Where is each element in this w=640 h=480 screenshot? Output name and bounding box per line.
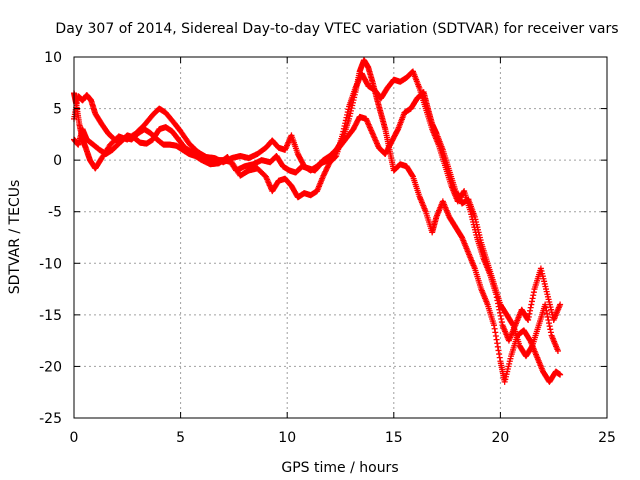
x-tick-label: 5 xyxy=(176,430,185,446)
x-tick-label: 0 xyxy=(70,430,79,446)
y-tick-label: -15 xyxy=(39,308,62,324)
y-tick-label: 5 xyxy=(53,102,62,118)
y-tick-label: 10 xyxy=(44,50,62,66)
x-tick-label: 10 xyxy=(278,430,296,446)
series-track-b xyxy=(71,68,564,344)
data-point xyxy=(557,371,564,378)
y-tick-label: 0 xyxy=(53,153,62,169)
y-axis-label: SDTVAR / TECUs xyxy=(7,180,23,295)
y-tick-label: -5 xyxy=(48,205,62,221)
x-axis-label: GPS time / hours xyxy=(281,460,398,476)
x-tick-label: 20 xyxy=(491,430,509,446)
plot-frame xyxy=(73,56,608,419)
grid-lines xyxy=(74,57,607,418)
x-tick-label: 15 xyxy=(385,430,403,446)
y-tick-label: -25 xyxy=(39,411,62,427)
y-tick-label: -10 xyxy=(39,256,62,272)
data-point xyxy=(557,301,564,308)
data-point xyxy=(554,347,561,354)
axis-ticks: 0 5 10 15 20 25 -25 -20 -15 -10 -5 0 5 10 xyxy=(39,50,616,446)
x-tick-label: 25 xyxy=(598,430,616,446)
chart-title: Day 307 of 2014, Sidereal Day-to-day VTE… xyxy=(55,21,618,37)
y-tick-label: -20 xyxy=(39,359,62,375)
data-points xyxy=(71,57,564,385)
